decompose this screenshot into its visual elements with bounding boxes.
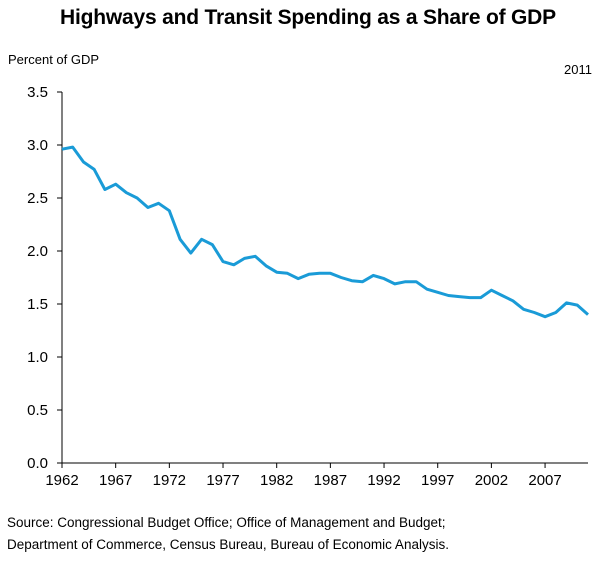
source-line-2: Department of Commerce, Census Bureau, B…: [7, 537, 449, 552]
x-tick-label: 2002: [475, 472, 508, 489]
line-chart: 0.0 0.5 1.0 1.5 2.0 2.5 3.0 3.5 1962 1967 1972 197…: [27, 84, 589, 489]
axes: [61, 92, 588, 464]
y-tick-label: 1.0: [27, 349, 48, 366]
y-tick-label: 0.5: [27, 402, 48, 419]
y-ticks: 0.0 0.5 1.0 1.5 2.0 2.5 3.0 3.5: [27, 84, 62, 472]
series-line: [61, 145, 589, 319]
x-tick-label: 1967: [99, 472, 132, 489]
series-group: [61, 145, 589, 319]
year-annotation: 2011: [564, 62, 592, 77]
x-tick-label: 1977: [206, 472, 239, 489]
y-axis-label: Percent of GDP: [8, 52, 100, 67]
y-tick-label: 2.0: [27, 243, 48, 260]
x-tick-label: 2007: [528, 472, 561, 489]
y-tick-label: 1.5: [27, 296, 48, 313]
y-tick-label: 2.5: [27, 190, 48, 207]
chart-title: Highways and Transit Spending as a Share…: [60, 6, 556, 29]
x-tick-label: 1982: [260, 472, 293, 489]
y-tick-label: 3.5: [27, 84, 48, 101]
y-tick-label: 3.0: [27, 137, 48, 154]
x-tick-label: 1962: [45, 472, 78, 489]
source-line-1: Source: Congressional Budget Office; Off…: [7, 515, 446, 530]
x-tick-label: 1972: [153, 472, 186, 489]
y-tick-label: 0.0: [27, 455, 48, 472]
x-tick-label: 1992: [367, 472, 400, 489]
x-ticks: 1962 1967 1972 1977 1982 1987 1992 1997 2002 2007: [45, 463, 562, 489]
x-tick-label: 1997: [421, 472, 454, 489]
x-tick-label: 1987: [314, 472, 347, 489]
source-note: Source: Congressional Budget Office; Off…: [7, 512, 607, 556]
